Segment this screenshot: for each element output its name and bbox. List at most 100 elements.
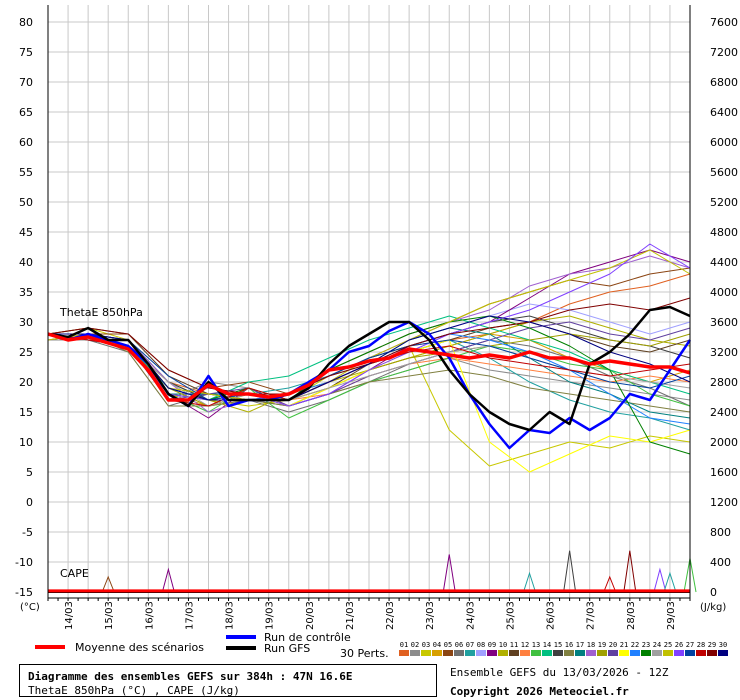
pert-legend-number: 01: [400, 641, 408, 649]
pert-legend-swatch: [630, 650, 640, 656]
right-tick-label: 4000: [710, 286, 738, 299]
right-tick-label: 6400: [710, 106, 738, 119]
x-date-label: 20/03: [305, 601, 316, 630]
left-tick-label: 60: [19, 136, 33, 149]
right-tick-label: 5600: [710, 166, 738, 179]
right-unit-label: (J/kg): [700, 602, 726, 613]
pert-legend-number: 19: [598, 641, 606, 649]
pert-legend-swatch: [718, 650, 728, 656]
pert-legend-swatch: [454, 650, 464, 656]
left-tick-label: 20: [19, 376, 33, 389]
left-tick-label: 5: [26, 466, 33, 479]
pert-legend-number: 24: [653, 641, 661, 649]
pert-legend-swatch: [707, 650, 717, 656]
pert-legend-swatch: [476, 650, 486, 656]
series-line-mean: [47, 332, 691, 402]
right-tick-label: 1600: [710, 466, 738, 479]
left-tick-label: 30: [19, 316, 33, 329]
pert-legend-number: 15: [554, 641, 562, 649]
pert-legend: 01 02 03 04 05 06 07 08 09 10 11 12 13 14 15 16 17 18 19 20…: [399, 641, 728, 656]
right-tick-label: 0: [710, 586, 717, 599]
pert-legend-number: 12: [521, 641, 529, 649]
right-tick-label: 2400: [710, 406, 738, 419]
right-tick-label: 3600: [710, 316, 738, 329]
left-tick-label: 15: [19, 406, 33, 419]
pert-legend-number: 23: [642, 641, 650, 649]
x-date-label: 21/03: [345, 601, 356, 630]
pert-legend-swatch: [586, 650, 596, 656]
cape-spike: [442, 554, 456, 593]
pert-legend-swatch: [443, 650, 453, 656]
pert-legend-number: 04: [433, 641, 441, 649]
panel-label-cape: CAPE: [60, 567, 89, 580]
x-date-label: 28/03: [626, 601, 637, 630]
pert-legend-swatch: [608, 650, 618, 656]
pert-legend-number: 07: [466, 641, 474, 649]
left-tick-label: -15: [15, 586, 33, 599]
pert-legend-swatch: [663, 650, 673, 656]
x-date-label: 29/03: [666, 601, 677, 630]
x-date-label: 27/03: [586, 601, 597, 630]
pert-legend-number: 06: [455, 641, 463, 649]
left-tick-label: 40: [19, 256, 33, 269]
legend-label-perts: 30 Perts.: [340, 647, 389, 660]
cape-spike: [603, 575, 617, 593]
x-date-label: 18/03: [225, 601, 236, 630]
pert-legend-number: 29: [708, 641, 716, 649]
x-date-label: 25/03: [505, 601, 516, 630]
left-tick-label: -5: [22, 526, 33, 539]
pert-legend-number: 14: [543, 641, 551, 649]
right-tick-label: 5200: [710, 196, 738, 209]
cape-group: [48, 550, 697, 593]
pert-legend-swatch: [553, 650, 563, 656]
series-group: [47, 243, 692, 473]
pert-legend-number: 17: [576, 641, 584, 649]
left-tick-label: 65: [19, 106, 33, 119]
pert-legend-number: 03: [422, 641, 430, 649]
left-unit-label: (°C): [20, 602, 40, 613]
x-date-label: 15/03: [104, 601, 115, 630]
pert-legend-number: 26: [675, 641, 683, 649]
cape-spike: [563, 550, 577, 593]
pert-legend-number: 22: [631, 641, 639, 649]
left-tick-label: 75: [19, 46, 33, 59]
pert-legend-swatch: [674, 650, 684, 656]
x-date-label: 19/03: [265, 601, 276, 630]
x-date-label: 23/03: [425, 601, 436, 630]
right-tick-label: 6800: [710, 76, 738, 89]
pert-legend-number: 11: [510, 641, 518, 649]
pert-legend-number: 16: [565, 641, 573, 649]
right-tick-label: 7600: [710, 16, 738, 29]
x-date-label: 16/03: [144, 601, 155, 630]
pert-legend-swatch: [685, 650, 695, 656]
pert-legend-swatch: [421, 650, 431, 656]
right-tick-label: 2000: [710, 436, 738, 449]
series-line-gfs: [47, 305, 691, 432]
left-tick-label: 0: [26, 496, 33, 509]
grid: [47, 5, 691, 598]
pert-legend-swatch: [520, 650, 530, 656]
pert-legend-swatch: [619, 650, 629, 656]
right-tick-label: 3200: [710, 346, 738, 359]
copyright: Copyright 2026 Meteociel.fr: [450, 685, 629, 698]
pert-legend-swatch: [509, 650, 519, 656]
pert-legend-number: 05: [444, 641, 452, 649]
pert-legend-number: 20: [609, 641, 617, 649]
x-date-label: 24/03: [465, 601, 476, 630]
run-info: Ensemble GEFS du 13/03/2026 - 12Z: [450, 666, 669, 679]
info-box: Diagramme des ensembles GEFS sur 384h : …: [19, 664, 437, 697]
pert-legend-number: 08: [477, 641, 485, 649]
x-date-label: 17/03: [184, 601, 195, 630]
right-tick-label: 4800: [710, 226, 738, 239]
left-tick-label: 50: [19, 196, 33, 209]
left-tick-label: 35: [19, 286, 33, 299]
right-tick-label: 6000: [710, 136, 738, 149]
pert-legend-swatch: [498, 650, 508, 656]
pert-legend-number: 28: [697, 641, 705, 649]
pert-legend-number: 13: [532, 641, 540, 649]
right-tick-label: 4400: [710, 256, 738, 269]
x-date-label: 14/03: [64, 601, 75, 630]
pert-legend-swatch: [641, 650, 651, 656]
cape-spike: [663, 571, 677, 593]
